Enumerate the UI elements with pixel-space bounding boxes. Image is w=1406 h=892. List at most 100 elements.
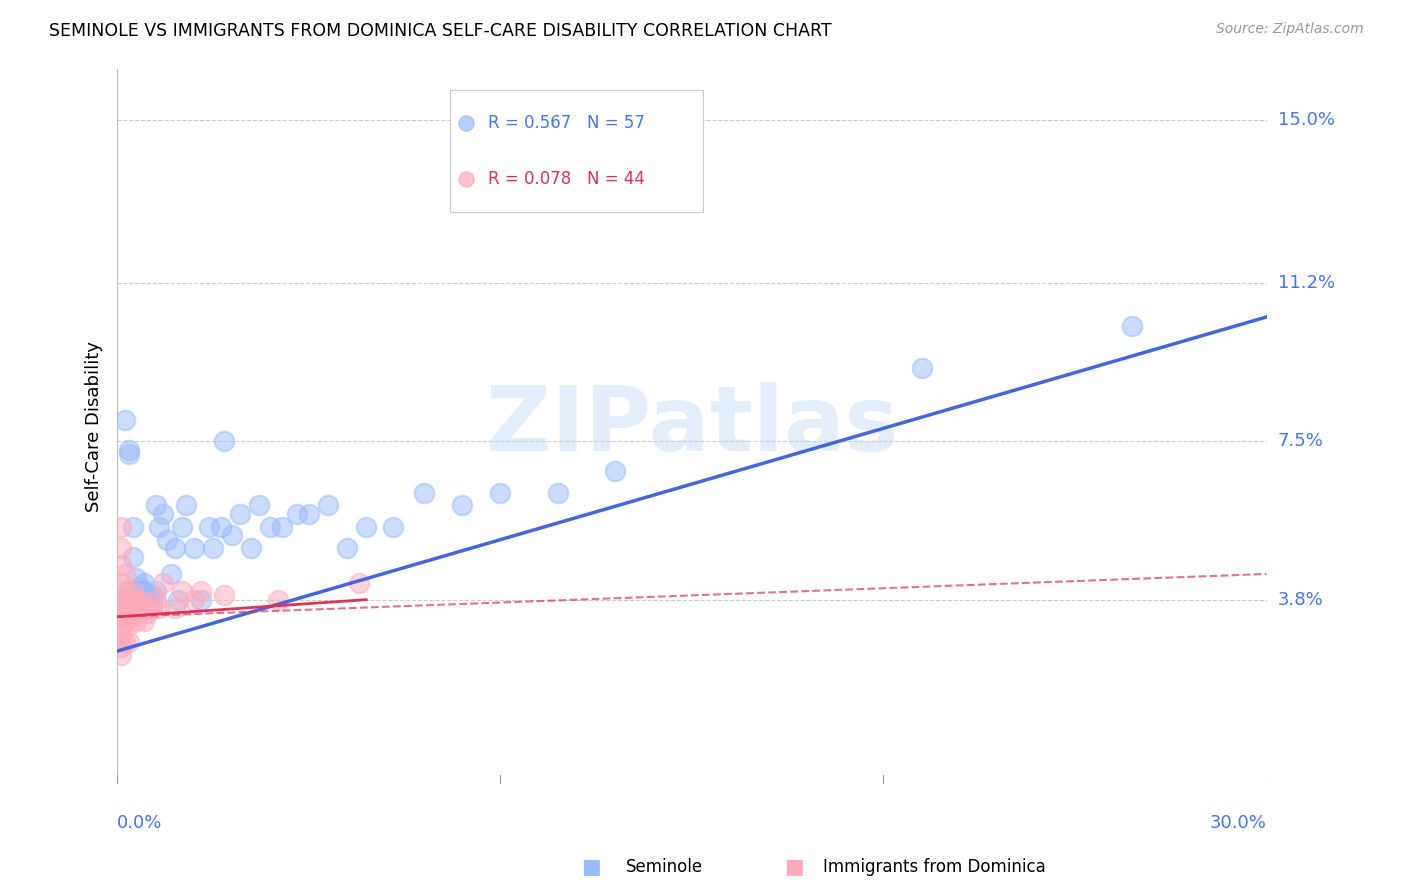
Immigrants from Dominica (110, 558, 132, 573)
Immigrants from Dominica (129, 606, 152, 620)
Seminole (129, 592, 152, 607)
Seminole (174, 499, 197, 513)
Immigrants from Dominica (141, 601, 163, 615)
Immigrants from Dominica (118, 635, 141, 649)
Seminole (132, 584, 155, 599)
Seminole (152, 507, 174, 521)
Text: ZIPatlas: ZIPatlas (485, 382, 898, 470)
Seminole (412, 485, 434, 500)
Seminole (129, 584, 152, 599)
Text: SEMINOLE VS IMMIGRANTS FROM DOMINICA SELF-CARE DISABILITY CORRELATION CHART: SEMINOLE VS IMMIGRANTS FROM DOMINICA SEL… (49, 22, 832, 40)
Immigrants from Dominica (125, 592, 148, 607)
Seminole (259, 520, 281, 534)
Seminole (132, 592, 155, 607)
Seminole (118, 447, 141, 461)
Text: ■: ■ (785, 857, 804, 877)
Seminole (118, 442, 141, 457)
Seminole (114, 606, 136, 620)
Seminole (271, 520, 294, 534)
Immigrants from Dominica (172, 584, 194, 599)
Seminole (605, 464, 627, 478)
Immigrants from Dominica (110, 520, 132, 534)
Seminole (911, 361, 934, 376)
Seminole (141, 597, 163, 611)
Immigrants from Dominica (114, 584, 136, 599)
Immigrants from Dominica (110, 618, 132, 632)
Seminole (156, 533, 179, 547)
Immigrants from Dominica (114, 614, 136, 628)
Seminole (118, 584, 141, 599)
Immigrants from Dominica (145, 592, 167, 607)
Seminole (114, 413, 136, 427)
Seminole (247, 499, 270, 513)
Seminole (167, 592, 190, 607)
Seminole (354, 520, 377, 534)
Immigrants from Dominica (121, 584, 143, 599)
Immigrants from Dominica (110, 648, 132, 663)
Seminole (125, 597, 148, 611)
Seminole (121, 549, 143, 564)
Seminole (183, 541, 205, 556)
Immigrants from Dominica (114, 635, 136, 649)
Immigrants from Dominica (132, 614, 155, 628)
Immigrants from Dominica (129, 592, 152, 607)
Seminole (163, 541, 186, 556)
Seminole (489, 485, 512, 500)
Immigrants from Dominica (163, 601, 186, 615)
Seminole (240, 541, 263, 556)
Seminole (209, 520, 232, 534)
Immigrants from Dominica (148, 601, 170, 615)
Seminole (382, 520, 405, 534)
Immigrants from Dominica (110, 592, 132, 607)
Seminole (125, 571, 148, 585)
Seminole (145, 499, 167, 513)
Seminole (221, 528, 243, 542)
Text: 3.8%: 3.8% (1278, 591, 1323, 608)
Immigrants from Dominica (114, 566, 136, 581)
Seminole (285, 507, 308, 521)
Text: 7.5%: 7.5% (1278, 433, 1323, 450)
Text: Source: ZipAtlas.com: Source: ZipAtlas.com (1216, 22, 1364, 37)
Immigrants from Dominica (114, 606, 136, 620)
Immigrants from Dominica (118, 618, 141, 632)
Immigrants from Dominica (110, 640, 132, 654)
Text: 15.0%: 15.0% (1278, 111, 1334, 129)
Immigrants from Dominica (214, 588, 236, 602)
Seminole (214, 434, 236, 449)
Immigrants from Dominica (114, 597, 136, 611)
Seminole (190, 592, 212, 607)
Seminole (451, 499, 474, 513)
Seminole (547, 485, 569, 500)
Seminole (136, 588, 159, 602)
Seminole (316, 499, 339, 513)
Immigrants from Dominica (121, 592, 143, 607)
Seminole (141, 588, 163, 602)
Immigrants from Dominica (125, 614, 148, 628)
Seminole (198, 520, 221, 534)
Text: Seminole: Seminole (626, 858, 703, 876)
Seminole (336, 541, 359, 556)
Immigrants from Dominica (190, 584, 212, 599)
Immigrants from Dominica (118, 592, 141, 607)
Text: ■: ■ (581, 857, 600, 877)
Seminole (132, 575, 155, 590)
Seminole (110, 592, 132, 607)
Immigrants from Dominica (110, 609, 132, 624)
Immigrants from Dominica (110, 635, 132, 649)
Text: Immigrants from Dominica: Immigrants from Dominica (823, 858, 1045, 876)
Immigrants from Dominica (118, 609, 141, 624)
Seminole (298, 507, 321, 521)
Seminole (145, 584, 167, 599)
Immigrants from Dominica (110, 601, 132, 615)
Y-axis label: Self-Care Disability: Self-Care Disability (86, 341, 103, 512)
Seminole (201, 541, 224, 556)
Seminole (148, 520, 170, 534)
Seminole (121, 592, 143, 607)
Text: 0.0%: 0.0% (117, 814, 163, 832)
Seminole (229, 507, 252, 521)
Immigrants from Dominica (136, 606, 159, 620)
Immigrants from Dominica (132, 601, 155, 615)
Immigrants from Dominica (110, 541, 132, 556)
Immigrants from Dominica (110, 627, 132, 641)
Seminole (136, 592, 159, 607)
